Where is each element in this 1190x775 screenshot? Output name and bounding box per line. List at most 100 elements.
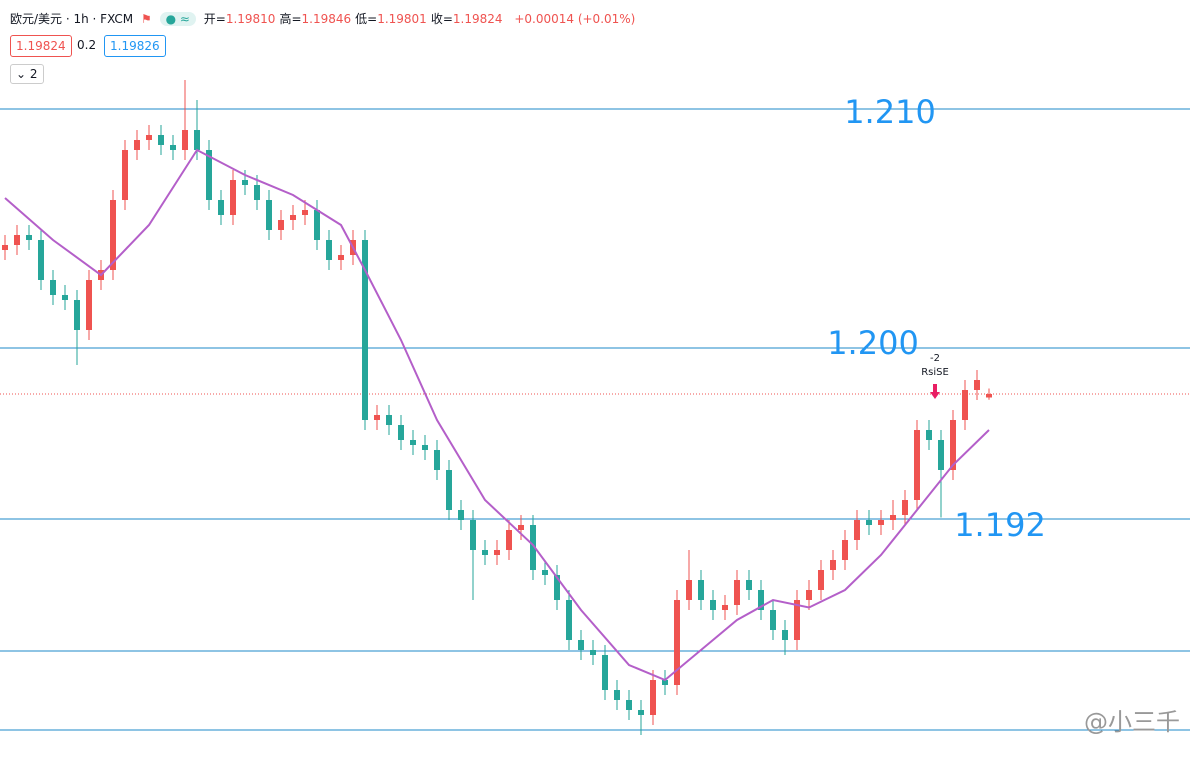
candle-body: [314, 210, 320, 240]
candle-body: [38, 240, 44, 280]
candle-body: [338, 255, 344, 260]
candle-body: [194, 130, 200, 150]
candle-body: [650, 680, 656, 715]
candle-body: [278, 220, 284, 230]
sell-price[interactable]: 1.19824: [10, 35, 72, 57]
candle-body: [494, 550, 500, 555]
watermark: @小三千: [1084, 708, 1180, 736]
candle-body: [710, 600, 716, 610]
candle-body: [626, 700, 632, 710]
indicator-toggle[interactable]: ⌄ 2: [10, 64, 44, 84]
candle-body: [230, 180, 236, 215]
candle-body: [362, 240, 368, 420]
candle-body: [290, 215, 296, 220]
candle-body: [674, 600, 680, 685]
candle-body: [554, 575, 560, 600]
candle-body: [110, 200, 116, 270]
symbol[interactable]: 欧元/美元 · 1h · FXCM: [10, 12, 134, 26]
candle-body: [218, 200, 224, 215]
candle-body: [14, 235, 20, 245]
candle-body: [566, 600, 572, 640]
candle-body: [374, 415, 380, 420]
candle-body: [842, 540, 848, 560]
candle-body: [122, 150, 128, 200]
signal-arrow: [930, 384, 940, 399]
candle-body: [470, 520, 476, 550]
candle-body: [950, 420, 956, 470]
candle-body: [146, 135, 152, 140]
candle-body: [806, 590, 812, 600]
candle-body: [458, 510, 464, 520]
candle-body: [830, 560, 836, 570]
candle-body: [794, 600, 800, 640]
candle-body: [326, 240, 332, 260]
candle-body: [2, 245, 8, 250]
candle-body: [638, 710, 644, 715]
candle-body: [62, 295, 68, 300]
indicator-count: 2: [29, 67, 38, 81]
candle-body: [422, 445, 428, 450]
buy-price[interactable]: 1.19826: [104, 35, 166, 57]
candle-body: [890, 515, 896, 520]
ohlc-value: 1.19824: [452, 12, 503, 26]
candle-body: [506, 530, 512, 550]
candle-body: [158, 135, 164, 145]
candle-body: [410, 440, 416, 445]
candle-body: [722, 605, 728, 610]
candle-body: [938, 440, 944, 470]
candle-body: [26, 235, 32, 240]
candle-body: [482, 550, 488, 555]
candle-body: [662, 680, 668, 685]
spread: 0.2: [77, 38, 97, 52]
moving-average: [4, 148, 990, 682]
candle-body: [614, 690, 620, 700]
candle-body: [986, 394, 992, 398]
candle-body: [242, 180, 248, 185]
ohlc-value: 1.19810: [225, 12, 276, 26]
candle-body: [902, 500, 908, 515]
candle-body: [734, 580, 740, 605]
signal-name: RsiSE: [921, 367, 949, 378]
candle-body: [914, 430, 920, 500]
candle-body: [926, 430, 932, 440]
ohlc-label: 高=: [279, 12, 302, 26]
candle-body: [398, 425, 404, 440]
ohlc-label: 收=: [430, 12, 453, 26]
candle-body: [134, 140, 140, 150]
candle-body: [542, 570, 548, 575]
candle-body: [962, 390, 968, 420]
candle-body: [770, 610, 776, 630]
header: 欧元/美元 · 1h · FXCM ⚑ ● ≈ 开=1.19810 高=1.198…: [10, 12, 636, 26]
candle-body: [602, 655, 608, 690]
candle-body: [50, 280, 56, 295]
ohlc-value: 1.19801: [377, 12, 427, 26]
candle-body: [182, 130, 188, 150]
candle-body: [86, 280, 92, 330]
candle-body: [698, 580, 704, 600]
candle-body: [170, 145, 176, 150]
signal-value: -2: [930, 353, 940, 364]
candle-body: [254, 185, 260, 200]
candle-body: [578, 640, 584, 650]
candle-body: [758, 590, 764, 610]
ohlc-label: 开=: [203, 12, 226, 26]
candle-body: [590, 650, 596, 655]
candle-body: [818, 570, 824, 590]
candle-body: [530, 525, 536, 570]
candle-body: [302, 210, 308, 215]
candle-body: [686, 580, 692, 600]
ohlc: 开=1.19810 高=1.19846 低=1.19801 收=1.19824: [204, 12, 507, 26]
level-annotation: 1.192: [954, 506, 1046, 544]
candle-body: [878, 520, 884, 525]
candle-body: [746, 580, 752, 590]
ohlc-value: 1.19846: [301, 12, 352, 26]
level-annotation: 1.200: [827, 324, 919, 362]
candle-body: [974, 380, 980, 390]
candle-body: [854, 520, 860, 540]
candle-body: [446, 470, 452, 510]
candle-body: [386, 415, 392, 425]
candle-body: [518, 525, 524, 530]
change: +0.00014 (+0.01%): [514, 12, 636, 26]
level-annotation: 1.210: [844, 93, 936, 131]
